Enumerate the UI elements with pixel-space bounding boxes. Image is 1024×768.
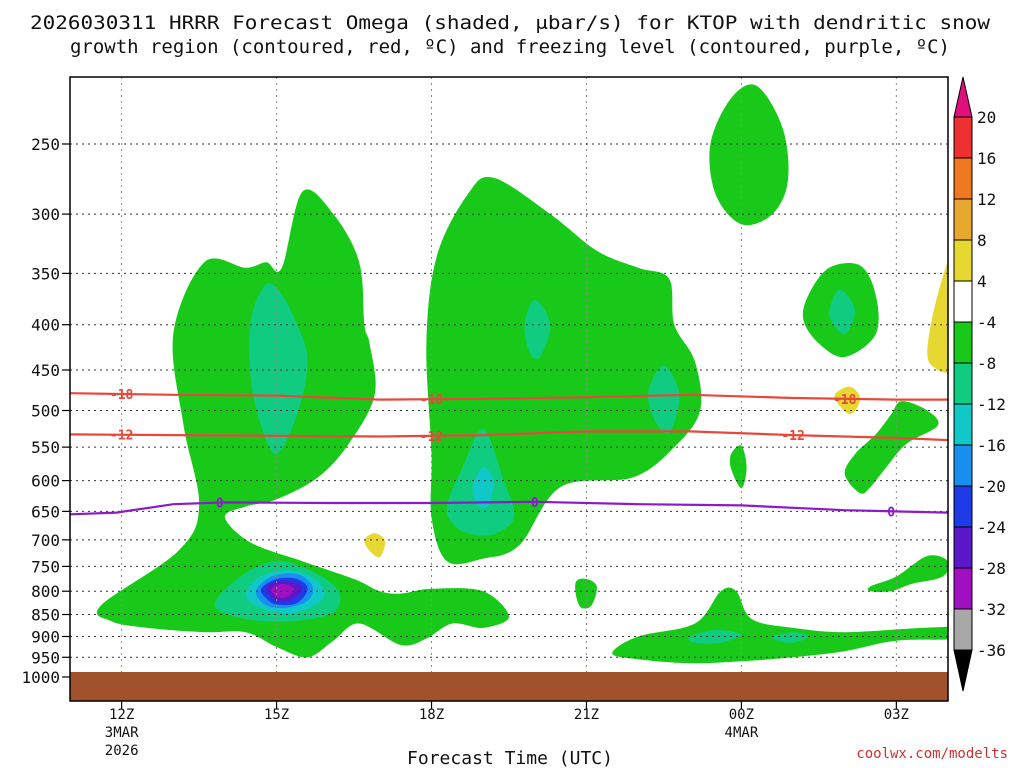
colorbar-bin-3 bbox=[953, 198, 973, 241]
colorbar-bin-6 bbox=[953, 321, 973, 364]
omega-region-2 bbox=[709, 84, 789, 226]
x-tick-label-5: 03Z bbox=[884, 707, 909, 723]
y-tick-label-7: 600 bbox=[31, 472, 60, 491]
y-tick-label-12: 850 bbox=[31, 606, 60, 625]
omega-shading bbox=[96, 84, 948, 664]
contour-line-2 bbox=[70, 500, 948, 516]
y-axis: 250 300 350 400 450 500 550 600 650 700 750 800 850 9… bbox=[21, 135, 70, 687]
x-tick-label-1: 15Z bbox=[264, 707, 289, 723]
colorbar-label-10: -24 bbox=[977, 518, 1006, 537]
colorbar-label-3: 8 bbox=[977, 231, 987, 250]
y-tick-label-13: 900 bbox=[31, 627, 60, 646]
omega-region-25 bbox=[834, 386, 861, 415]
colorbar-label-0: 20 bbox=[977, 108, 996, 127]
colorbar-bin-7 bbox=[953, 362, 973, 405]
colorbar-bin-1 bbox=[953, 116, 973, 159]
x-tick-label-3: 21Z bbox=[574, 707, 599, 723]
x-axis: 12Z 3MAR 2026 15Z 18Z 21Z 00Z 4MAR 03Z bbox=[105, 701, 909, 759]
contour-label-0-2: -18 bbox=[833, 393, 857, 408]
colorbar-bin-10 bbox=[953, 485, 973, 528]
colorbar-label-9: -20 bbox=[977, 477, 1006, 496]
plot-frame bbox=[69, 76, 949, 702]
omega-region-7 bbox=[867, 555, 948, 592]
colorbar-bin-4 bbox=[953, 239, 973, 282]
chart-title-line2: growth region (contoured, red, ºC) and f… bbox=[70, 36, 950, 58]
omega-region-5 bbox=[844, 401, 939, 494]
colorbar-bin-13 bbox=[953, 608, 973, 651]
contour-label-2-1: 0 bbox=[531, 496, 539, 511]
temperature-contours: -18 -18 -18 -12 -12 -12 0 0 0 bbox=[70, 388, 948, 520]
contour-label-2-2: 0 bbox=[887, 505, 895, 520]
y-tick-label-5: 500 bbox=[31, 402, 60, 421]
y-tick-label-6: 550 bbox=[31, 438, 60, 457]
colorbar-label-6: -8 bbox=[977, 354, 996, 373]
omega-region-15 bbox=[771, 632, 809, 643]
y-tick-label-11: 800 bbox=[31, 582, 60, 601]
colorbar-bin-8 bbox=[953, 403, 973, 446]
omega-region-6 bbox=[612, 587, 948, 664]
colorbar-label-8: -16 bbox=[977, 436, 1006, 455]
contour-label-2-0: 0 bbox=[216, 497, 224, 512]
ground-terrain bbox=[70, 672, 948, 701]
colorbar-bin-2 bbox=[953, 157, 973, 200]
contour-label-0-1: -18 bbox=[420, 393, 444, 408]
x-tick-year-0: 2026 bbox=[105, 743, 139, 759]
y-tick-label-14: 950 bbox=[31, 648, 60, 667]
y-tick-label-1: 300 bbox=[31, 205, 60, 224]
contour-line-0 bbox=[70, 392, 948, 401]
contour-line-1 bbox=[70, 430, 948, 442]
y-tick-label-10: 750 bbox=[31, 557, 60, 576]
omega-region-10 bbox=[524, 299, 551, 360]
omega-region-12 bbox=[829, 289, 856, 335]
y-tick-label-3: 400 bbox=[31, 316, 60, 335]
y-tick-label-15: 1000 bbox=[21, 668, 60, 687]
omega-region-0 bbox=[96, 189, 509, 658]
omega-region-23 bbox=[927, 260, 948, 373]
colorbar-label-13: -36 bbox=[977, 641, 1006, 660]
x-tick-date-0: 3MAR bbox=[105, 725, 139, 741]
y-tick-label-4: 450 bbox=[31, 361, 60, 380]
colorbar-label-12: -32 bbox=[977, 600, 1006, 619]
y-tick-label-8: 650 bbox=[31, 502, 60, 521]
colorbar-bin-9 bbox=[953, 444, 973, 487]
credit-text: coolwx.com/modelts bbox=[856, 746, 1008, 762]
colorbar-label-5: -4 bbox=[977, 313, 996, 332]
colorbar-label-11: -28 bbox=[977, 559, 1006, 578]
omega-region-18 bbox=[472, 467, 494, 509]
x-tick-date-4: 4MAR bbox=[725, 725, 759, 741]
colorbar-bottom-arrow bbox=[953, 649, 973, 692]
colorbar-bin-11 bbox=[953, 526, 973, 569]
colorbar-label-2: 12 bbox=[977, 190, 996, 209]
x-tick-label-2: 18Z bbox=[419, 707, 444, 723]
contour-label-0-0: -18 bbox=[110, 388, 134, 403]
contour-label-1-2: -12 bbox=[781, 429, 804, 444]
colorbar-label-1: 16 bbox=[977, 149, 996, 168]
y-tick-label-9: 700 bbox=[31, 531, 60, 550]
plot-area: -18 -18 -18 -12 -12 -12 0 0 0 bbox=[70, 77, 948, 701]
y-tick-label-0: 250 bbox=[31, 135, 60, 154]
omega-region-9 bbox=[249, 283, 308, 455]
colorbar-label-7: -12 bbox=[977, 395, 1006, 414]
colorbar-bin-12 bbox=[953, 567, 973, 610]
omega-region-22 bbox=[271, 583, 295, 598]
colorbar: 20 16 12 8 4 -4 -8 -12 -16 -20 -24 -28 -32 -36 bbox=[953, 76, 1006, 692]
omega-region-11 bbox=[647, 365, 680, 434]
contour-label-1-1: -12 bbox=[420, 430, 443, 445]
x-axis-label: Forecast Time (UTC) bbox=[407, 748, 613, 768]
colorbar-bin-5 bbox=[953, 280, 973, 323]
chart-title-line1: 2026030311 HRRR Forecast Omega (shaded, … bbox=[30, 12, 991, 34]
x-tick-label-0: 12Z bbox=[109, 707, 134, 723]
colorbar-label-4: 4 bbox=[977, 272, 987, 291]
x-tick-label-4: 00Z bbox=[729, 707, 754, 723]
omega-region-4 bbox=[729, 445, 747, 489]
y-tick-label-2: 350 bbox=[31, 264, 60, 283]
omega-region-14 bbox=[688, 629, 742, 644]
omega-region-24 bbox=[364, 533, 386, 558]
contour-label-1-0: -12 bbox=[110, 429, 133, 444]
